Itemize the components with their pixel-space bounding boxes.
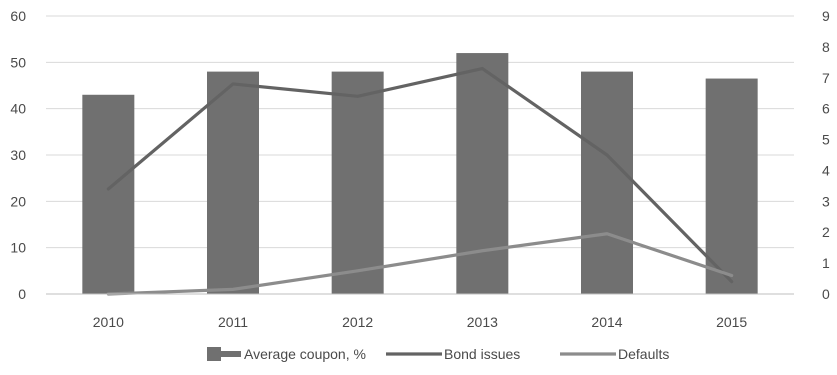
axes: 0 10 20 30 40 50 60 0 1 2 3 4 5 6 7 8 9 2010 2011 2012 2013 2…	[10, 8, 830, 330]
series-line	[106, 66, 734, 284]
bar	[207, 71, 259, 294]
y-right-tick-label: 4	[822, 162, 830, 178]
x-tick-label: 2015	[716, 314, 747, 330]
y-left-tick-label: 20	[10, 193, 26, 209]
bar	[581, 71, 633, 294]
y-right-tick-label: 0	[822, 286, 830, 302]
y-right-tick-label: 7	[822, 70, 830, 86]
y-right-tick-label: 2	[822, 224, 830, 240]
x-tick-label: 2012	[342, 314, 373, 330]
gridlines	[46, 15, 794, 249]
y-left-tick-label: 0	[18, 286, 26, 302]
x-tick-label: 2013	[467, 314, 498, 330]
y-right-tick-label: 3	[822, 193, 830, 209]
y-left-tick-label: 50	[10, 54, 26, 70]
y-left-tick-label: 10	[10, 240, 26, 256]
legend-swatch-bar	[207, 347, 221, 361]
bar	[456, 53, 509, 294]
x-tick-label: 2011	[218, 314, 248, 330]
legend: Average coupon, % Bond issues Defaults	[207, 346, 669, 362]
y-right-tick-label: 1	[822, 255, 830, 271]
legend-label: Average coupon, %	[244, 346, 366, 362]
bar	[82, 94, 135, 295]
y-left-tick-label: 40	[10, 101, 26, 117]
y-right-tick-label: 5	[822, 132, 830, 148]
y-right-tick-label: 6	[822, 101, 830, 117]
y-right-tick-label: 9	[822, 8, 830, 24]
line-series	[106, 66, 734, 296]
bar-series	[82, 53, 758, 295]
y-left-tick-label: 30	[10, 147, 26, 163]
bar	[705, 78, 758, 294]
y-right-tick-label: 8	[822, 39, 830, 55]
x-tick-label: 2014	[591, 314, 622, 330]
legend-label: Bond issues	[444, 346, 520, 362]
bar	[331, 71, 384, 294]
series-line	[106, 232, 734, 296]
y-left-tick-label: 60	[10, 8, 26, 24]
legend-swatch-bar-tail	[221, 351, 241, 357]
x-tick-label: 2010	[93, 314, 124, 330]
legend-label: Defaults	[618, 346, 669, 362]
